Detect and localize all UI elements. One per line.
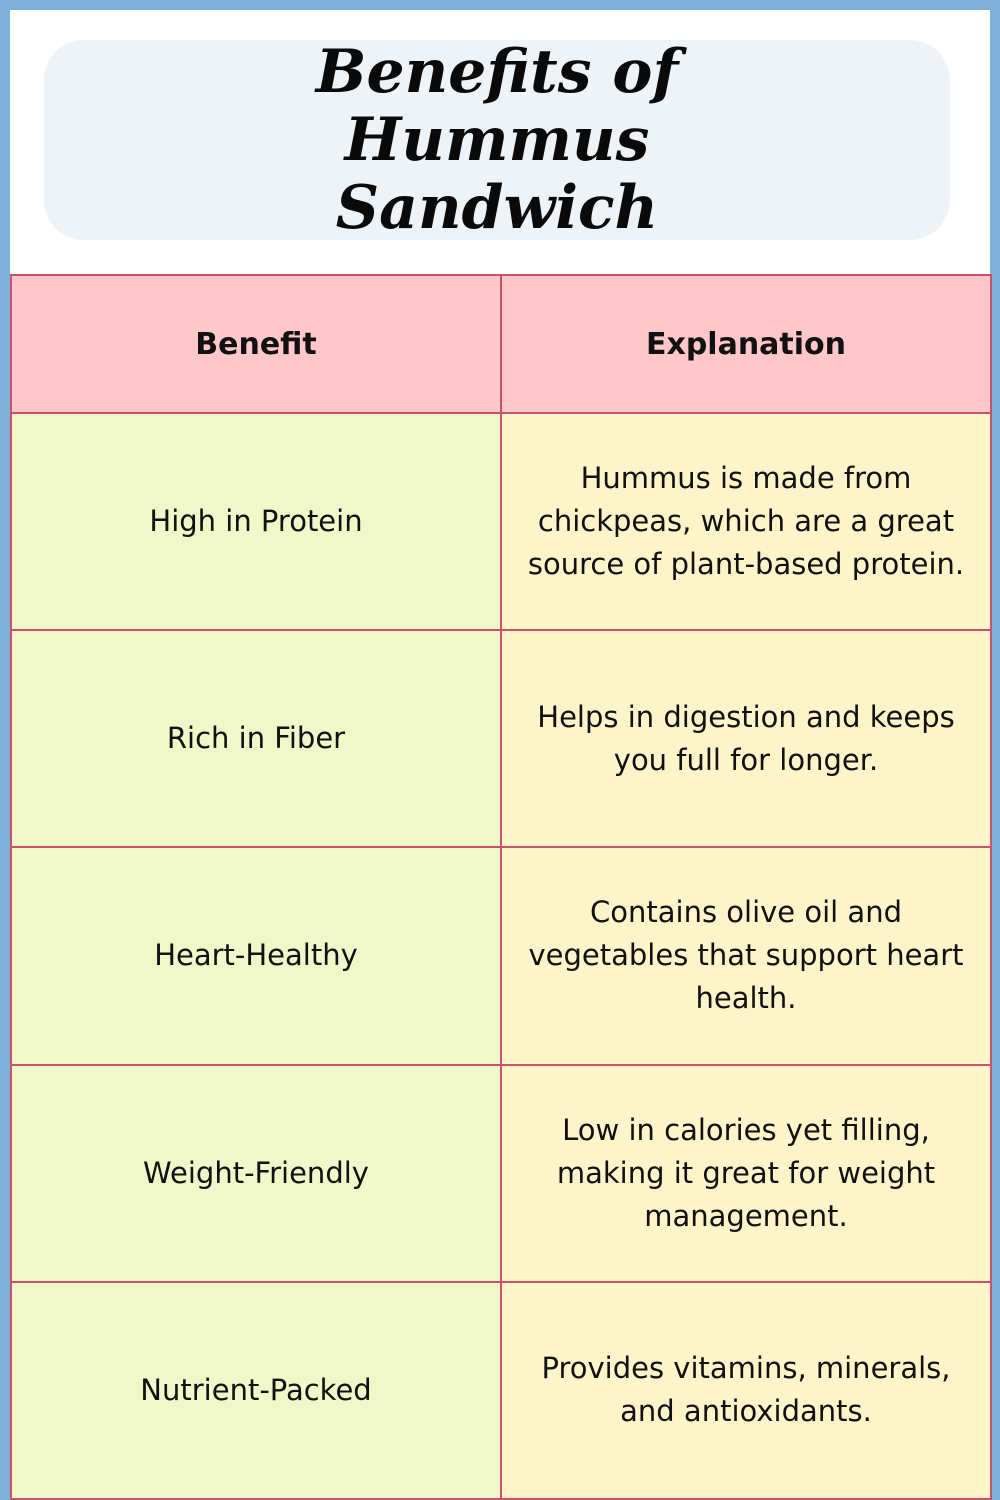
- benefits-table-container: Benefit Explanation High in Protein Humm…: [10, 274, 992, 1500]
- benefit-cell: Weight-Friendly: [10, 1063, 502, 1283]
- explanation-cell: Helps in digestion and keeps you full fo…: [500, 629, 992, 849]
- benefit-cell: Rich in Fiber: [10, 629, 502, 849]
- table-row: Nutrient-Packed Provides vitamins, miner…: [10, 1280, 992, 1500]
- table-row: Rich in Fiber Helps in digestion and kee…: [10, 629, 992, 849]
- table-row: Weight-Friendly Low in calories yet fill…: [10, 1063, 992, 1283]
- title-banner: Benefits of Hummus Sandwich: [44, 37, 950, 243]
- page-title: Benefits of Hummus Sandwich: [315, 37, 679, 243]
- explanation-cell: Hummus is made from chickpeas, which are…: [500, 411, 992, 632]
- table-row: High in Protein Hummus is made from chic…: [10, 411, 992, 632]
- table-header-row: Benefit Explanation: [10, 274, 992, 414]
- explanation-cell: Low in calories yet filling, making it g…: [500, 1063, 992, 1283]
- header-explanation: Explanation: [500, 274, 992, 414]
- benefit-cell: Heart-Healthy: [10, 846, 502, 1066]
- explanation-cell: Contains olive oil and vegetables that s…: [500, 846, 992, 1066]
- table-row: Heart-Healthy Contains olive oil and veg…: [10, 846, 992, 1066]
- benefits-table: Benefit Explanation High in Protein Humm…: [10, 274, 992, 1500]
- header-benefit: Benefit: [10, 274, 502, 414]
- benefit-cell: High in Protein: [10, 411, 502, 632]
- explanation-cell: Provides vitamins, minerals, and antioxi…: [500, 1280, 992, 1500]
- benefit-cell: Nutrient-Packed: [10, 1280, 502, 1500]
